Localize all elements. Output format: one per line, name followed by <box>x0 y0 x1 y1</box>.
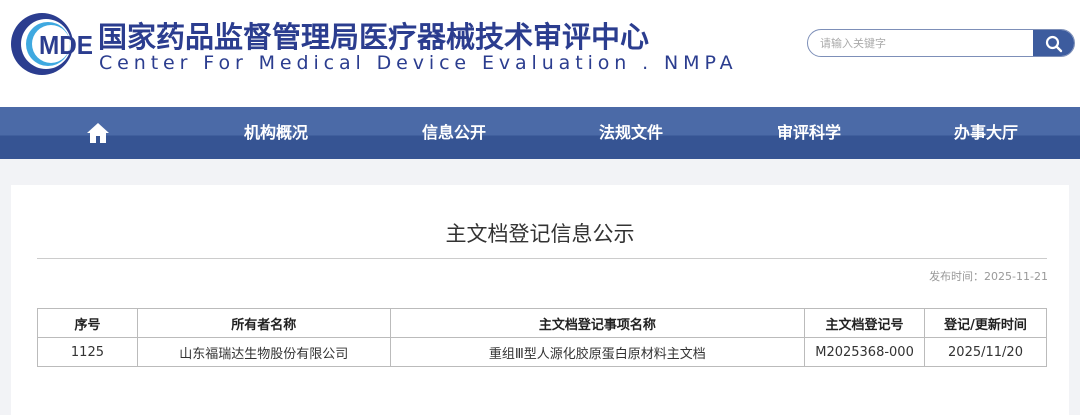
content-card <box>11 185 1069 415</box>
main-nav: 机构概况 信息公开 法规文件 审评科学 办事大厅 <box>0 107 1080 159</box>
col-header-item-name: 主文档登记事项名称 <box>389 308 806 338</box>
home-icon <box>87 123 109 143</box>
cell-item-name: 重组Ⅲ型人源化胶原蛋白原材料主文档 <box>389 337 806 367</box>
nav-home[interactable] <box>28 107 168 159</box>
col-header-owner: 所有者名称 <box>136 308 391 338</box>
site-header: MDE 国家药品监督管理局医疗器械技术审评中心 Center For Medic… <box>0 0 1080 107</box>
search-icon <box>1045 35 1062 53</box>
nav-service-hall[interactable]: 办事大厅 <box>953 123 1018 142</box>
cell-date: 2025/11/20 <box>924 337 1047 367</box>
nav-about[interactable]: 机构概况 <box>243 123 308 142</box>
search-input[interactable] <box>820 34 1030 52</box>
cell-reg-no: M2025368-000 <box>804 337 926 367</box>
nav-regulations[interactable]: 法规文件 <box>598 123 663 142</box>
publish-date: 发布时间：2025-11-21 <box>929 270 1048 283</box>
page-title: 主文档登记信息公示 <box>445 222 635 246</box>
search-button[interactable] <box>1033 30 1074 56</box>
mde-logo[interactable]: MDE <box>10 12 94 76</box>
cell-owner: 山东福瑞达生物股份有限公司 <box>136 337 391 367</box>
site-title-en: Center For Medical Device Evaluation . N… <box>99 52 738 74</box>
divider <box>37 258 1047 259</box>
svg-text:MDE: MDE <box>39 30 93 60</box>
nav-review-science[interactable]: 审评科学 <box>776 123 841 142</box>
cell-index: 1125 <box>37 337 138 367</box>
nav-info-disclosure[interactable]: 信息公开 <box>421 123 486 142</box>
table-header-row: 序号 所有者名称 主文档登记事项名称 主文档登记号 登记/更新时间 <box>37 308 1047 338</box>
site-title-cn: 国家药品监督管理局医疗器械技术审评中心 <box>98 20 650 54</box>
col-header-index: 序号 <box>37 308 138 338</box>
registration-table: 序号 所有者名称 主文档登记事项名称 主文档登记号 登记/更新时间 1125 山… <box>37 308 1047 367</box>
search-box <box>807 29 1075 57</box>
col-header-reg-no: 主文档登记号 <box>804 308 926 338</box>
table-row: 1125 山东福瑞达生物股份有限公司 重组Ⅲ型人源化胶原蛋白原材料主文档 M20… <box>37 337 1047 367</box>
col-header-date: 登记/更新时间 <box>924 308 1047 338</box>
